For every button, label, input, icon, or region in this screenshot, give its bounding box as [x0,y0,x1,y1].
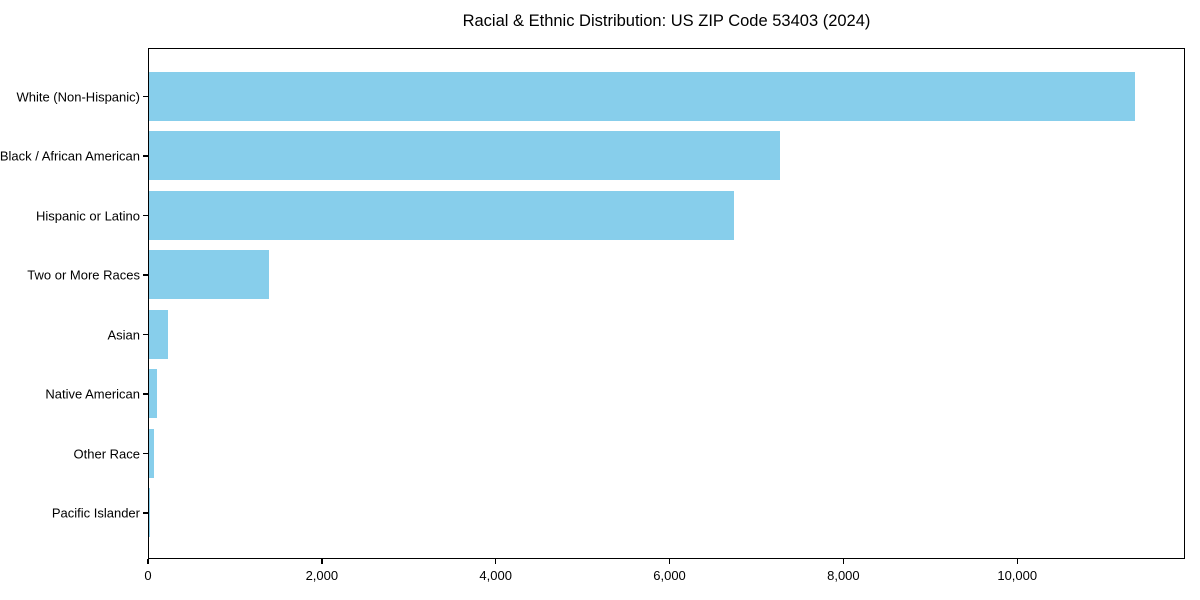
x-tick-label: 0 [144,568,152,583]
y-axis-label: Pacific Islander [51,505,140,521]
x-tick-mark [321,559,323,564]
plot-area [148,48,1185,559]
x-tick-label: 6,000 [653,568,686,583]
chart-title: Racial & Ethnic Distribution: US ZIP Cod… [462,12,871,30]
x-tick-mark [842,559,845,564]
x-tick-label: 10,000 [997,568,1038,583]
y-axis-label: Hispanic or Latino [35,208,140,223]
bar [149,309,169,359]
y-axis-label: Two or More Races [27,267,140,283]
y-axis-label: Asian [107,327,140,342]
x-tick-mark [494,559,497,564]
bar [149,369,157,419]
x-tick-mark [1016,559,1018,564]
bar [149,131,781,181]
y-tick-mark [143,155,148,157]
y-tick-mark [143,95,148,98]
x-tick-mark [147,559,149,564]
x-tick-mark [668,559,671,564]
y-tick-mark [143,333,148,336]
y-tick-mark [143,512,148,514]
y-tick-mark [143,214,148,217]
x-tick-label: 8,000 [827,568,860,583]
y-tick-mark [143,274,148,276]
y-tick-mark [143,393,148,395]
y-axis-label: Other Race [73,446,140,461]
bar [149,488,150,538]
x-tick-label: 2,000 [305,568,339,583]
y-axis-label: Black / African American [0,148,140,164]
y-axis-label: White (Non-Hispanic) [16,89,140,104]
bar [149,190,735,240]
bar [149,250,269,300]
x-tick-label: 4,000 [479,568,512,583]
bar [149,71,1135,121]
y-axis-label: Native American [45,386,140,402]
y-tick-mark [143,452,148,455]
bar [149,428,154,478]
